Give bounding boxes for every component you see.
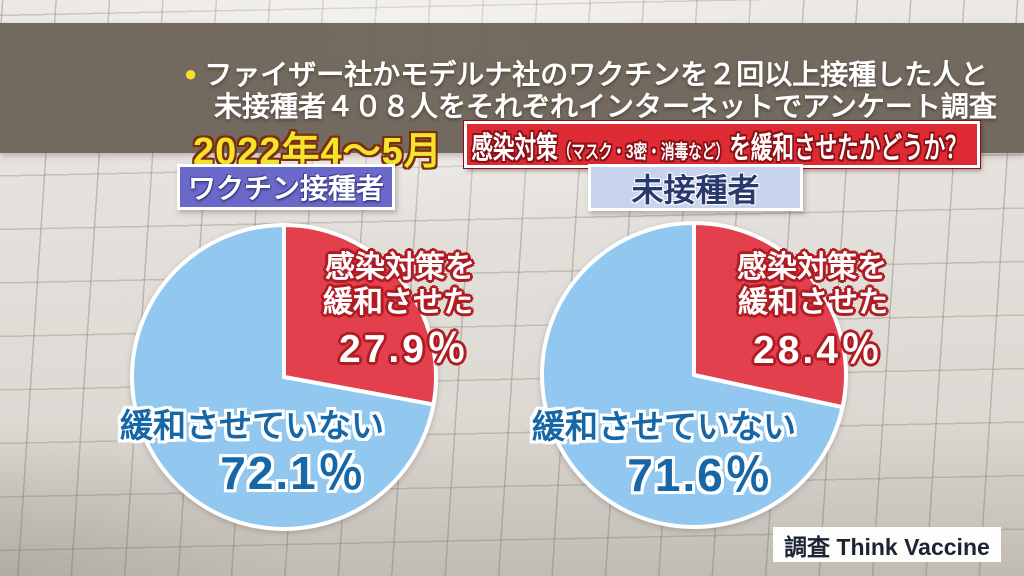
survey-description-line2: 未接種者４０８人をそれぞれインターネットでアンケート調査 <box>214 91 997 122</box>
vaccinated-red-label-line2: 緩和させた <box>323 286 473 319</box>
question-paren: （マスク・3密・消毒など） <box>557 141 730 163</box>
vaccinated-red-percentage: 27.9％ <box>339 328 469 371</box>
pie-chart-unvaccinated <box>540 221 848 529</box>
bullet-icon: ● <box>184 61 198 86</box>
chart-title-unvaccinated: 未接種者 <box>588 164 803 211</box>
vaccinated-blue-label: 緩和させていない <box>120 407 384 444</box>
unvaccinated-red-percentage: 28.4％ <box>753 329 883 372</box>
pie-chart-vaccinated <box>130 223 438 531</box>
pie-slice <box>540 221 845 529</box>
pie-slice <box>282 223 438 407</box>
vaccinated-red-label-line1: 感染対策を <box>325 251 475 284</box>
question-tail: を緩和させたかどうか？ <box>729 131 967 165</box>
unvaccinated-blue-label: 緩和させていない <box>532 408 796 445</box>
unvaccinated-red-label-line2: 緩和させた <box>738 286 888 319</box>
question-lead: 感染対策 <box>471 131 558 165</box>
survey-line1-text: ファイザー社かモデルナ社のワクチンを２回以上接種した人と <box>204 59 989 90</box>
unvaccinated-red-label-line1: 感染対策を <box>737 251 887 284</box>
source-label: 調査 Think Vaccine <box>784 533 990 560</box>
question-text: 感染対策（マスク・3密・消毒など）を緩和させたかどうか？ <box>467 124 967 165</box>
pie-slice <box>130 223 436 531</box>
source-box: 調査 Think Vaccine <box>773 527 1001 562</box>
vaccinated-blue-percentage: 72.1％ <box>220 447 366 499</box>
pie-slice <box>692 221 848 410</box>
header-banner: ● ファイザー社かモデルナ社のワクチンを２回以上接種した人と 未接種者４０８人をそ… <box>0 23 1024 173</box>
unvaccinated-blue-percentage: 71.6％ <box>627 449 773 501</box>
survey-description-line1: ● ファイザー社かモデルナ社のワクチンを２回以上接種した人と <box>184 53 988 93</box>
chart-title-vaccinated: ワクチン接種者 <box>177 164 395 210</box>
question-banner: 感染対策（マスク・3密・消毒など）を緩和させたかどうか？ <box>464 121 980 168</box>
